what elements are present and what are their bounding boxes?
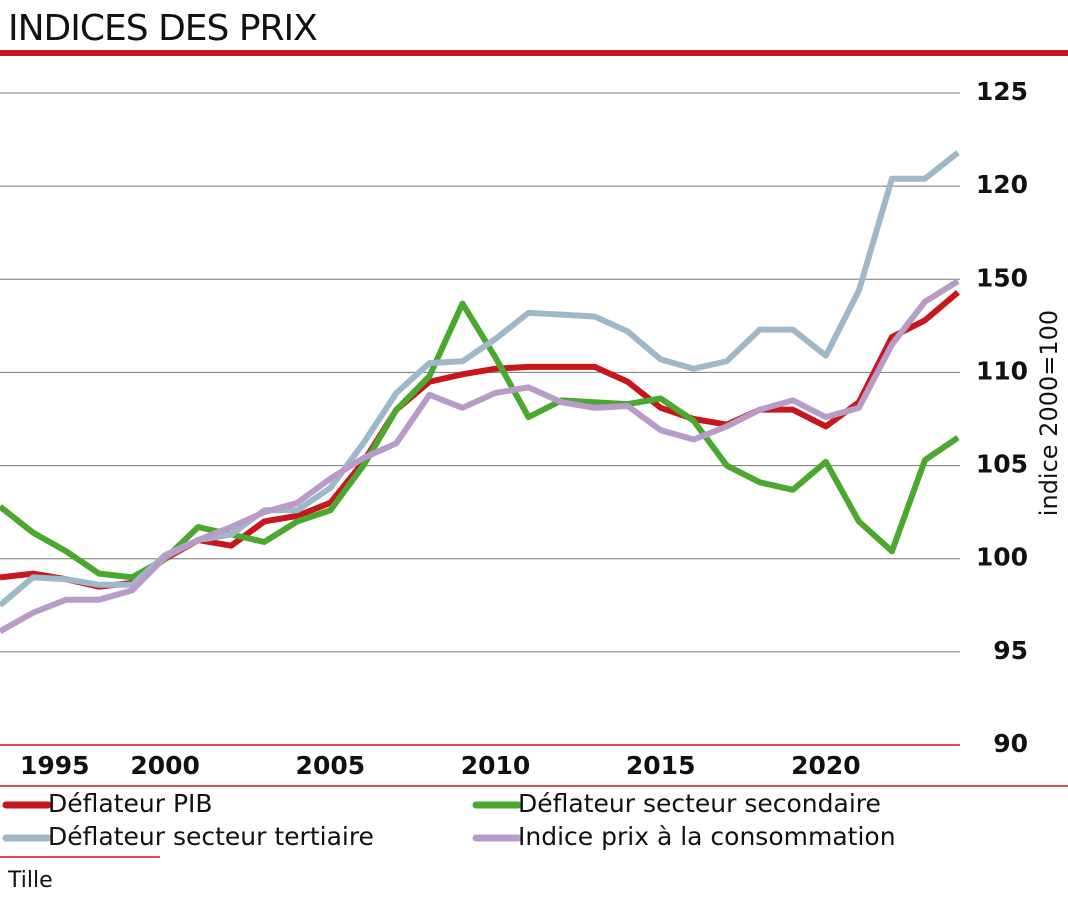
y-tick-label: 150 [976,263,1028,292]
x-tick-label: 2010 [461,751,531,780]
x-tick-label: 2020 [791,751,861,780]
title-rule [0,50,1068,56]
series-line [0,278,960,634]
x-tick-label: 1995 [20,751,90,780]
y-tick-label: 110 [976,356,1028,385]
y-tick-label: 120 [976,170,1028,199]
source: Tille [7,868,53,893]
legend-label: Déflateur PIB [48,789,213,818]
legend-label: Indice prix à la consommation [518,822,896,851]
y-tick-label: 95 [993,636,1028,665]
y-tick-label: 100 [976,543,1028,572]
y-tick-label: 90 [993,729,1028,758]
x-tick-label: 2005 [296,751,366,780]
y-tick-label: 105 [976,450,1028,479]
y-tick-label: 125 [976,77,1028,106]
legend-label: Déflateur secteur tertiaire [48,822,374,851]
series-line [0,150,960,608]
legend-label: Déflateur secteur secondaire [518,789,881,818]
chart-title: INDICES DES PRIX [8,8,317,49]
x-tick-label: 2000 [130,751,200,780]
x-tick-label: 2015 [626,751,696,780]
series-line [0,290,960,590]
y-axis-label: indice 2000=100 [1035,310,1063,516]
